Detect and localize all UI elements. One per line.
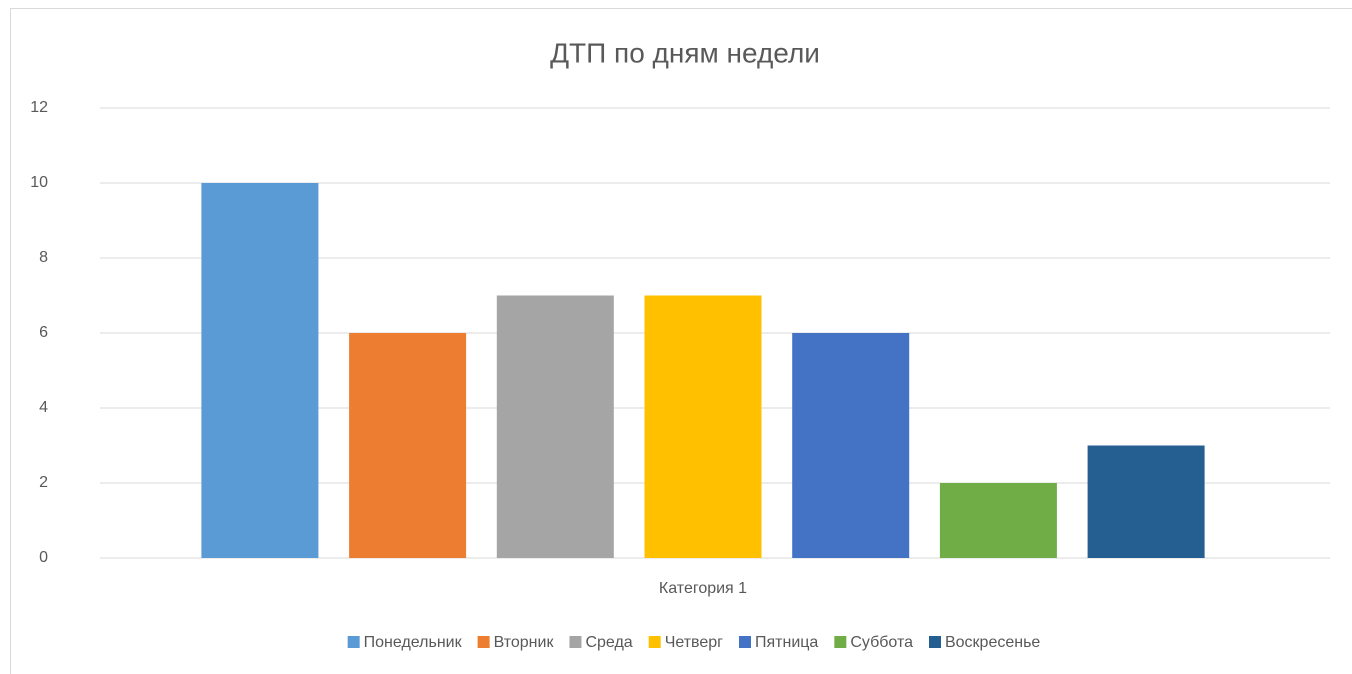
bar xyxy=(1087,445,1205,558)
legend-swatch xyxy=(477,636,490,648)
bar xyxy=(644,295,762,558)
y-tick-label: 4 xyxy=(39,399,48,416)
legend-swatch xyxy=(928,636,941,648)
y-tick-label: 0 xyxy=(39,549,48,566)
legend-label: Вторник xyxy=(494,634,555,651)
bar xyxy=(201,183,319,558)
bar xyxy=(792,333,910,558)
y-tick-label: 6 xyxy=(39,324,48,341)
bar xyxy=(939,483,1057,558)
chart-title: ДТП по дням недели xyxy=(550,37,820,68)
x-tick-label: Категория 1 xyxy=(659,580,747,597)
legend-swatch xyxy=(347,636,360,648)
legend-label: Суббота xyxy=(850,634,913,651)
bar xyxy=(349,333,467,558)
legend-swatch xyxy=(834,636,847,648)
legend-label: Четверг xyxy=(665,634,723,651)
y-tick-label: 2 xyxy=(39,474,48,491)
legend-swatch xyxy=(739,636,752,648)
legend-label: Понедельник xyxy=(364,634,463,651)
legend-label: Среда xyxy=(585,634,632,651)
y-tick-label: 10 xyxy=(30,174,48,191)
legend-label: Пятница xyxy=(755,634,818,651)
legend-swatch xyxy=(648,636,661,648)
legend-label: Воскресенье xyxy=(945,634,1040,651)
y-tick-label: 8 xyxy=(39,249,48,266)
y-tick-label: 12 xyxy=(30,99,48,116)
legend-swatch xyxy=(569,636,582,648)
bar xyxy=(496,295,614,558)
